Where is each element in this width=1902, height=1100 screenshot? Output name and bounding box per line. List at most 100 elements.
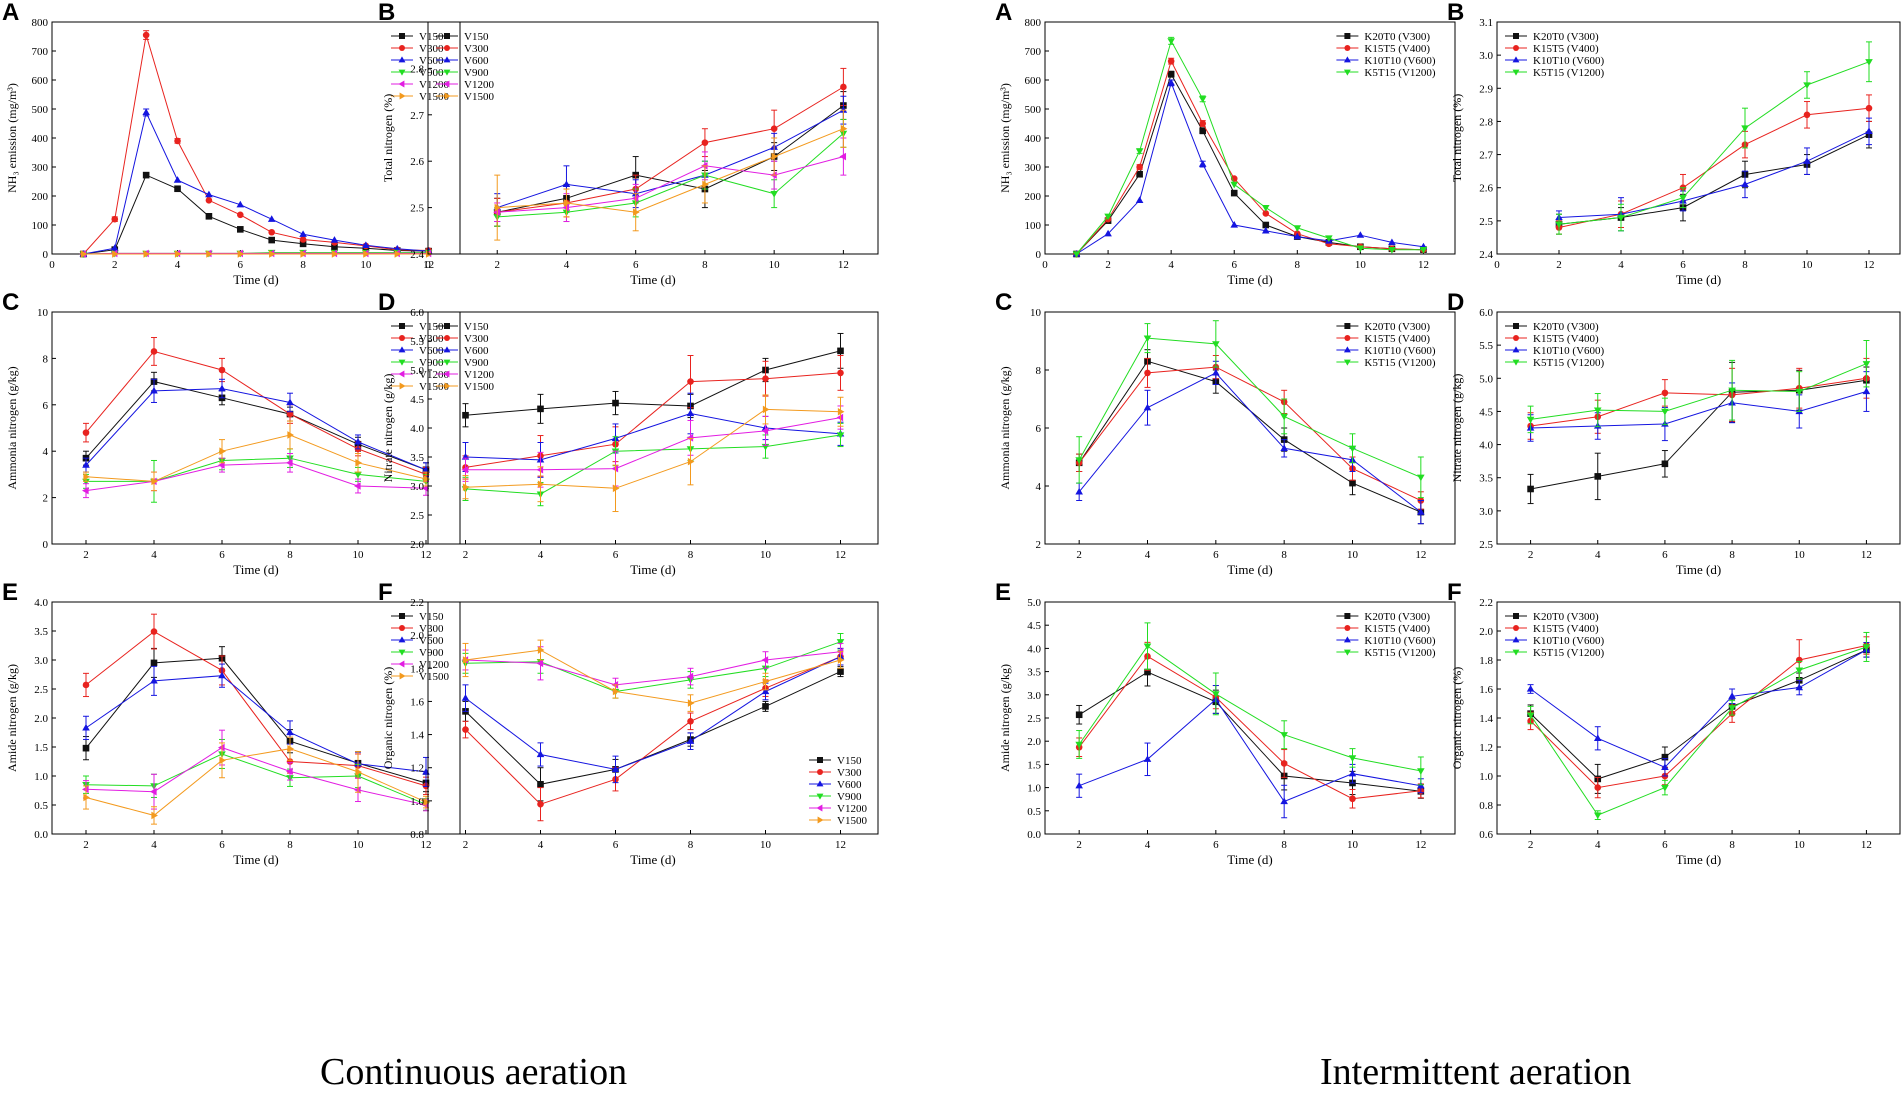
data-point: [611, 765, 620, 773]
x-tick-label: 2: [463, 549, 469, 561]
data-point: [1348, 755, 1357, 762]
series-line: [465, 656, 841, 805]
series-line: [465, 417, 841, 471]
panel-label: E: [2, 579, 18, 606]
x-tick-label: 10: [1347, 549, 1359, 561]
legend-label: V150: [419, 611, 444, 623]
y-tick-label: 1.2: [1479, 742, 1493, 754]
series-line: [465, 408, 841, 489]
series-line: [85, 675, 427, 773]
x-tick-label: 8: [1281, 839, 1287, 851]
y-tick-label: 800: [1025, 17, 1042, 29]
series-line: [465, 671, 841, 785]
data-point: [686, 409, 695, 417]
y-tick-label: 300: [32, 162, 49, 174]
series-line: [1530, 391, 1867, 429]
series-line: [85, 388, 427, 471]
data-point: [836, 639, 845, 646]
series-line: [83, 174, 429, 255]
data-point: [1795, 683, 1804, 691]
x-tick-label: 2: [1528, 549, 1534, 561]
data-point: [393, 244, 402, 252]
series-line: [465, 641, 841, 693]
series-line: [497, 86, 844, 213]
data-point: [1198, 96, 1207, 103]
y-tick-label: 2.5: [1479, 539, 1493, 551]
y-tick-label: 1.6: [410, 696, 424, 708]
legend-marker: [444, 45, 450, 51]
legend-label: K5T15 (V1200): [1364, 67, 1436, 79]
series-v1500: [83, 736, 430, 825]
series-line: [497, 128, 844, 213]
y-axis-label: Nitrate nitrogen (g/kg): [1450, 374, 1464, 483]
legend-marker: [444, 33, 450, 39]
x-tick-label: 2: [83, 839, 89, 851]
legend-marker: [443, 359, 451, 366]
x-tick-label: 0: [1042, 259, 1048, 271]
data-point: [1865, 104, 1873, 112]
data-point: [1325, 235, 1333, 243]
x-tick-label: 6: [219, 839, 225, 851]
data-point: [1198, 160, 1207, 167]
y-axis-label: Organic nitrogen (%): [381, 667, 395, 769]
x-tick-label: 12: [1864, 259, 1875, 271]
data-point: [633, 208, 640, 217]
legend-label: V150: [837, 755, 862, 767]
data-point: [219, 756, 226, 765]
panel-label: C: [2, 289, 19, 316]
legend-marker: [816, 780, 824, 787]
x-axis-label: Time (d): [630, 562, 675, 577]
data-point: [287, 744, 294, 753]
data-point: [173, 176, 182, 183]
series-line: [85, 434, 427, 482]
data-point: [1356, 231, 1365, 238]
series-k5t15-v1200-: [1526, 631, 1871, 820]
data-point: [82, 723, 90, 731]
data-point: [1143, 335, 1152, 343]
data-point: [1526, 685, 1535, 692]
data-point: [1262, 221, 1270, 229]
series-k10t10-v600-: [1075, 360, 1425, 525]
x-tick-label: 10: [760, 549, 772, 561]
series-line: [1078, 366, 1422, 501]
data-point: [1526, 712, 1535, 720]
data-point: [1230, 189, 1238, 197]
chart-c6: D 2.0 2.5 3.0 3.5 4.0 4.5 5.0 5.5 6.0 2 4 6 8 10 12 Time…: [378, 289, 879, 577]
x-tick-label: 10: [1794, 549, 1806, 561]
y-tick-label: 2.5: [410, 510, 424, 522]
data-point: [331, 243, 338, 251]
legend-label: V300: [419, 333, 444, 345]
series-line: [1530, 645, 1867, 789]
caption-intermittent-aeration: Intermittent aeration: [1320, 1051, 1632, 1093]
panel-label: D: [1447, 289, 1464, 316]
series-v150: [82, 646, 430, 793]
series-v300: [462, 647, 844, 822]
data-point: [112, 250, 119, 258]
y-tick-label: 2.7: [410, 110, 424, 122]
panel-label: C: [995, 289, 1012, 316]
data-point: [1388, 238, 1396, 246]
data-point: [840, 124, 848, 133]
data-point: [462, 726, 469, 733]
data-point: [1862, 361, 1871, 368]
data-point: [268, 228, 275, 236]
x-tick-label: 2: [1556, 259, 1562, 271]
x-axis-label: Time (d): [1676, 562, 1721, 577]
data-point: [536, 465, 544, 474]
y-axis-label: Amide nitrogen (g/kg): [5, 664, 19, 772]
data-point: [1349, 479, 1356, 487]
data-point: [1741, 180, 1749, 188]
series-line: [1078, 645, 1421, 772]
y-tick-label: 0.0: [34, 829, 48, 841]
legend-label: V150: [419, 321, 444, 333]
y-axis-label: NH₃ emission (mg/m³): [5, 83, 19, 193]
x-axis-label: Time (d): [1676, 852, 1721, 867]
y-tick-label: 2.8: [410, 63, 424, 75]
x-axis-label: Time (d): [233, 852, 278, 867]
data-point: [206, 250, 213, 258]
data-point: [1261, 204, 1270, 212]
data-point: [1143, 643, 1152, 651]
legend-label: V600: [464, 55, 489, 67]
legend-label: V1200: [464, 79, 494, 91]
